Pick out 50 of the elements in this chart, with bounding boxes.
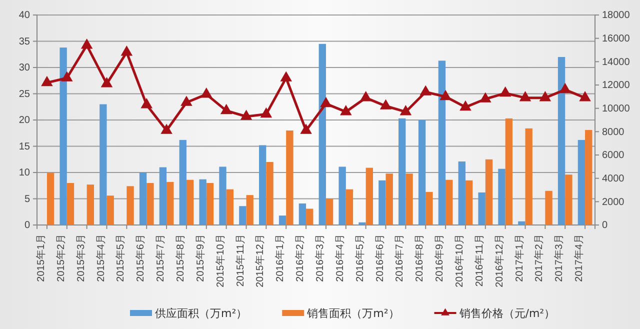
x-tick-label: 2015年10月 bbox=[214, 234, 226, 288]
x-tick-label: 2015年6月 bbox=[134, 234, 147, 282]
x-tick-label: 2015年1月 bbox=[34, 234, 47, 282]
x-tick-label: 2016年11月 bbox=[473, 234, 486, 287]
x-tick-label: 2016年8月 bbox=[414, 234, 426, 282]
y-tick-label: 0 bbox=[24, 220, 30, 232]
x-tick-label: 2016年9月 bbox=[434, 234, 446, 282]
y2-tick-label: 18000 bbox=[602, 10, 630, 22]
y2-tick-label: 6000 bbox=[602, 150, 625, 162]
y2-tick-label: 2000 bbox=[602, 196, 625, 208]
x-tick-label: 2015年3月 bbox=[74, 234, 87, 282]
x-tick-label: 2016年2月 bbox=[294, 234, 306, 282]
y-tick-label: 30 bbox=[18, 62, 30, 74]
x-tick-label: 2016年10月 bbox=[453, 234, 466, 288]
y2-tick-label: 16000 bbox=[602, 34, 630, 45]
y2-tick-label: 10000 bbox=[602, 104, 630, 115]
x-tick-label: 2015年11月 bbox=[234, 234, 246, 287]
x-tick-label: 2015年12月 bbox=[254, 234, 266, 288]
x-tick-label: 2017年2月 bbox=[533, 234, 546, 282]
y-tick-label: 15 bbox=[18, 141, 30, 152]
y2-tick-label: 8000 bbox=[602, 126, 625, 138]
y-tick-label: 40 bbox=[18, 10, 30, 22]
y2-tick-label: 14000 bbox=[602, 56, 630, 68]
x-tick-label: 2015年5月 bbox=[114, 234, 127, 282]
x-tick-label: 2015年9月 bbox=[194, 234, 206, 282]
y-tick-label: 5 bbox=[24, 194, 30, 205]
x-tick-label: 2015年7月 bbox=[154, 234, 167, 282]
x-tick-label: 2015年8月 bbox=[174, 234, 186, 282]
legend-label: 供应面积（万m²） bbox=[155, 307, 248, 320]
x-tick-label: 2017年1月 bbox=[513, 234, 526, 282]
x-tick-label: 2016年1月 bbox=[274, 234, 286, 282]
y-tick-label: 35 bbox=[18, 36, 30, 48]
x-tick-label: 2017年4月 bbox=[573, 234, 586, 282]
x-tick-label: 2016年3月 bbox=[314, 234, 326, 282]
y-tick-label: 20 bbox=[18, 115, 30, 126]
legend-label: 销售面积（万m²） bbox=[306, 307, 400, 320]
y2-tick-label: 0 bbox=[602, 220, 608, 232]
x-tick-label: 2016年12月 bbox=[493, 234, 506, 288]
x-tick-label: 2015年4月 bbox=[94, 234, 107, 282]
x-tick-label: 2016年6月 bbox=[374, 234, 386, 282]
y-tick-label: 25 bbox=[18, 88, 30, 100]
x-tick-label: 2016年7月 bbox=[394, 234, 406, 282]
x-tick-label: 2016年4月 bbox=[334, 234, 346, 282]
y2-tick-label: 4000 bbox=[602, 174, 625, 185]
x-tick-label: 2017年3月 bbox=[553, 234, 566, 282]
x-tick-label: 2015年2月 bbox=[54, 234, 67, 282]
legend-label: 销售价格（元/m²） bbox=[458, 307, 556, 320]
y2-tick-label: 12000 bbox=[602, 80, 630, 92]
y-tick-label: 10 bbox=[18, 168, 30, 179]
x-tick-label: 2016年5月 bbox=[354, 234, 366, 282]
